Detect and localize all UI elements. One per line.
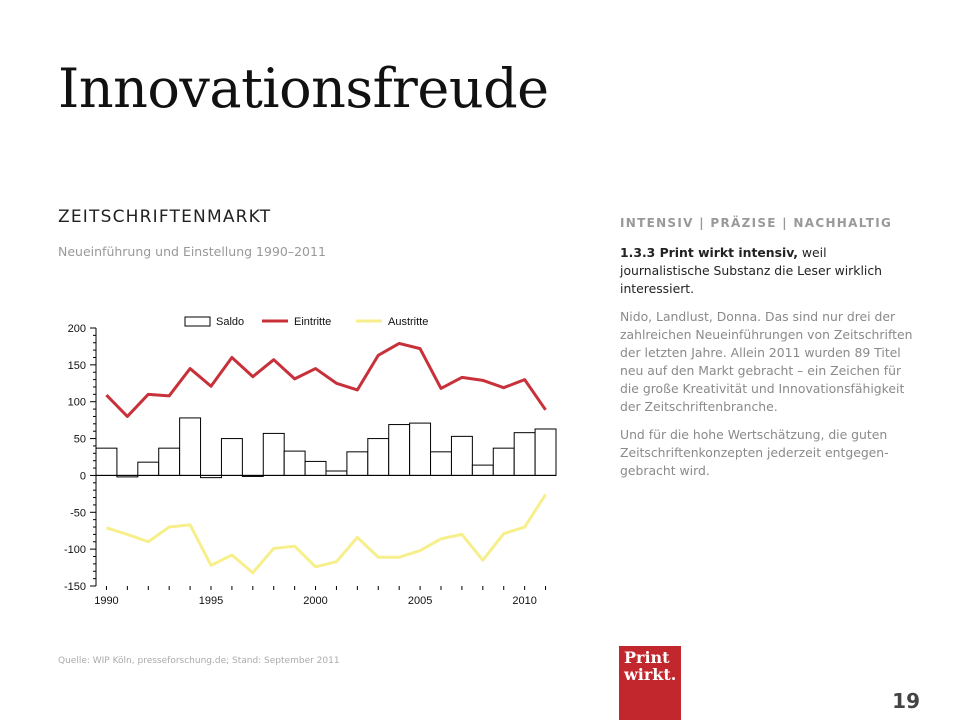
- saldo-bar-2008: [471, 464, 494, 476]
- y-tick-label-4: 0: [80, 470, 86, 482]
- saldo-bar-2011: [534, 428, 557, 476]
- body-paragraph-2: Und für die hohe Wertschätzung, die gute…: [620, 427, 889, 478]
- lead-rest: weil journalistische Substanz die Leser …: [620, 245, 882, 296]
- tagline: INTENSIV | PRÄZISE | NACHHALTIG: [620, 216, 893, 230]
- x-tick-label-0: 1990: [94, 595, 118, 607]
- saldo-bar-2004: [388, 424, 411, 476]
- page-title: Innovationsfreude: [58, 57, 549, 120]
- lead-paragraph: 1.3.3 Print wirkt intensiv, weil journal…: [620, 244, 920, 298]
- legend-label-saldo: Saldo: [216, 316, 244, 328]
- page-number: 19: [892, 689, 920, 713]
- logo-line-1: Print: [624, 648, 670, 667]
- legend-label-eintritte: Eintritte: [294, 316, 331, 328]
- saldo-bar-1990: [95, 447, 118, 476]
- section-heading: ZEITSCHRIFTENMARKT: [58, 207, 272, 227]
- austritte-line: [106, 493, 547, 575]
- text-column: INTENSIV | PRÄZISE | NACHHALTIG 1.3.3 Pr…: [620, 214, 920, 490]
- x-tick-label-2: 2000: [303, 595, 327, 607]
- y-tick-label-6: -100: [64, 544, 86, 556]
- legend-label-austritte: Austritte: [388, 316, 428, 328]
- saldo-bar-2000: [304, 460, 327, 476]
- x-tick-label-4: 2010: [512, 595, 536, 607]
- saldo-bar-2007: [450, 435, 473, 476]
- y-tick-label-5: -50: [70, 507, 86, 519]
- y-tick-label-0: 200: [68, 323, 86, 335]
- saldo-bar-2001: [325, 470, 348, 476]
- chart-legend: Saldo Eintritte Austritte: [184, 316, 428, 328]
- y-tick-label-3: 50: [74, 434, 86, 446]
- logo-line-2: wirkt.: [624, 665, 677, 684]
- saldo-bar-1992: [137, 461, 160, 476]
- saldo-bar-2009: [492, 447, 515, 476]
- saldo-bar-1996: [220, 438, 243, 476]
- saldo-bar-2010: [513, 432, 536, 476]
- source-note: Quelle: WIP Köln, presseforschung.de; St…: [58, 656, 340, 666]
- print-wirkt-logo: Print wirkt.: [619, 646, 681, 720]
- y-tick-label-2: 100: [68, 397, 86, 409]
- y-tick-label-7: -150: [64, 581, 86, 593]
- saldo-bar-1994: [179, 417, 202, 476]
- saldo-bar-2003: [367, 438, 390, 476]
- chart-subheading: Neueinführung und Einstellung 1990–2011: [58, 244, 326, 259]
- chart-svg: Saldo Eintritte Austritte 200 150 100 50 0 -5…: [64, 316, 557, 607]
- saldo-bar-1999: [283, 450, 306, 476]
- x-tick-label-3: 2005: [408, 595, 432, 607]
- x-tick-label-1: 1995: [199, 595, 223, 607]
- saldo-bar-2006: [430, 451, 452, 476]
- saldo-bar-2002: [346, 451, 369, 476]
- lead-bold: 1.3.3 Print wirkt intensiv,: [620, 245, 798, 260]
- saldo-bar-1993: [158, 447, 181, 476]
- body-paragraph-1: Nido, Landlust, Donna. Das sind nur drei…: [620, 309, 913, 414]
- legend-swatch-saldo: [184, 316, 211, 327]
- saldo-bar-1998: [262, 432, 285, 476]
- eintritte-line: [105, 341, 547, 418]
- y-tick-label-1: 150: [68, 360, 86, 372]
- chart: Saldo Eintritte Austritte 200 150 100 50 0 -5…: [56, 305, 566, 615]
- saldo-bar-2005: [409, 422, 432, 476]
